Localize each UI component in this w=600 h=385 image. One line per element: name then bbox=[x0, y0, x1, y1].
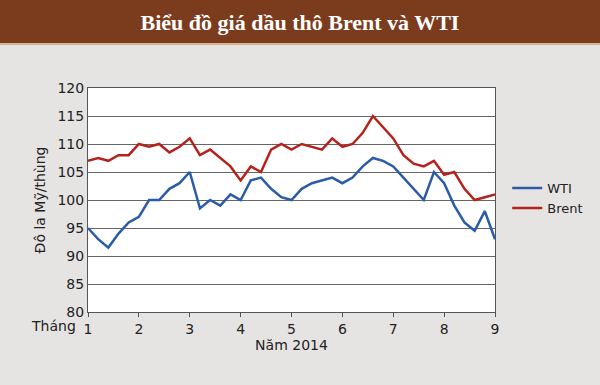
svg-text:110: 110 bbox=[57, 136, 84, 152]
svg-text:120: 120 bbox=[57, 80, 84, 96]
svg-text:80: 80 bbox=[66, 304, 84, 320]
svg-text:1: 1 bbox=[84, 321, 93, 337]
svg-text:90: 90 bbox=[66, 248, 84, 264]
svg-text:100: 100 bbox=[57, 192, 84, 208]
svg-text:6: 6 bbox=[338, 321, 347, 337]
svg-text:5: 5 bbox=[287, 321, 296, 337]
svg-text:WTI: WTI bbox=[547, 181, 572, 196]
svg-text:105: 105 bbox=[57, 164, 84, 180]
svg-text:8: 8 bbox=[440, 321, 449, 337]
svg-text:9: 9 bbox=[491, 321, 500, 337]
svg-text:Năm 2014: Năm 2014 bbox=[255, 337, 328, 353]
svg-text:Đô la Mỹ/thùng: Đô la Mỹ/thùng bbox=[32, 147, 48, 254]
svg-text:3: 3 bbox=[185, 321, 194, 337]
svg-text:4: 4 bbox=[236, 321, 245, 337]
svg-text:Tháng: Tháng bbox=[31, 318, 76, 334]
html-text:Biểu đồ giá dầu thô Brent và W: Biểu đồ giá dầu thô Brent và WTI bbox=[140, 10, 460, 35]
svg-text:95: 95 bbox=[66, 220, 84, 236]
svg-text:2: 2 bbox=[134, 321, 143, 337]
svg-text:7: 7 bbox=[389, 321, 398, 337]
svg-text:Brent: Brent bbox=[547, 201, 582, 216]
svg-text:85: 85 bbox=[66, 276, 84, 292]
svg-text:115: 115 bbox=[57, 108, 84, 124]
